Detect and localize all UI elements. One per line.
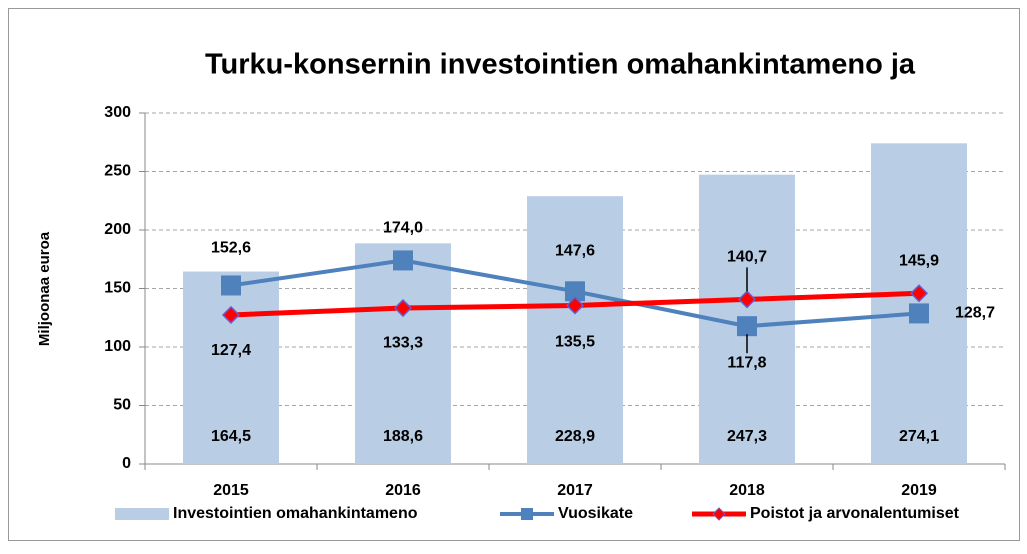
line-marker — [393, 250, 413, 271]
data-label: 127,4 — [211, 342, 251, 359]
data-label: 117,8 — [727, 354, 766, 371]
bar — [183, 271, 279, 464]
data-label: 140,7 — [727, 249, 767, 266]
y-tick-label: 200 — [104, 221, 131, 238]
legend-label: Poistot ja arvonalentumiset — [750, 505, 960, 522]
legend-marker — [712, 507, 726, 521]
data-label: 188,6 — [383, 428, 423, 445]
y-tick-label: 50 — [113, 397, 131, 414]
y-tick-label: 250 — [104, 163, 131, 180]
line-marker — [565, 296, 585, 315]
data-label: 228,9 — [555, 428, 595, 445]
chart-border — [8, 8, 1020, 541]
data-label: 128,7 — [955, 305, 995, 322]
data-label: 145,9 — [899, 253, 939, 270]
line-marker — [909, 284, 929, 303]
y-axis-label: Miljoonaa euroa — [36, 231, 53, 346]
data-label: 164,5 — [211, 428, 251, 445]
x-tick-label: 2016 — [385, 482, 421, 499]
legend-marker — [521, 508, 533, 520]
data-label: 174,0 — [383, 220, 423, 237]
line-marker — [221, 275, 241, 296]
y-tick-label: 300 — [104, 104, 131, 121]
bar — [527, 196, 623, 464]
x-tick-label: 2015 — [213, 482, 249, 499]
data-label: 247,3 — [727, 428, 767, 445]
data-label: 147,6 — [555, 243, 595, 260]
line-marker — [737, 316, 757, 337]
y-tick-label: 100 — [104, 338, 131, 355]
data-label: 135,5 — [555, 334, 595, 351]
x-tick-label: 2018 — [729, 482, 765, 499]
y-tick-label: 150 — [104, 280, 131, 297]
line-marker — [221, 305, 241, 325]
chart-title: Turku-konsernin investointien omahankint… — [205, 49, 916, 81]
x-tick-label: 2017 — [557, 482, 593, 499]
legend-label: Vuosikate — [558, 505, 633, 522]
data-label: 133,3 — [383, 334, 423, 351]
legend-label: Investointien omahankintameno — [173, 505, 418, 522]
legend-swatch — [115, 508, 169, 520]
line-marker — [737, 290, 757, 309]
data-label: 274,1 — [899, 428, 939, 445]
data-label: 152,6 — [211, 240, 251, 257]
line-marker — [393, 298, 413, 318]
line-marker — [909, 303, 929, 324]
y-tick-label: 0 — [122, 455, 131, 472]
line-marker — [565, 281, 585, 302]
x-tick-label: 2019 — [901, 482, 937, 499]
bar — [355, 243, 451, 464]
